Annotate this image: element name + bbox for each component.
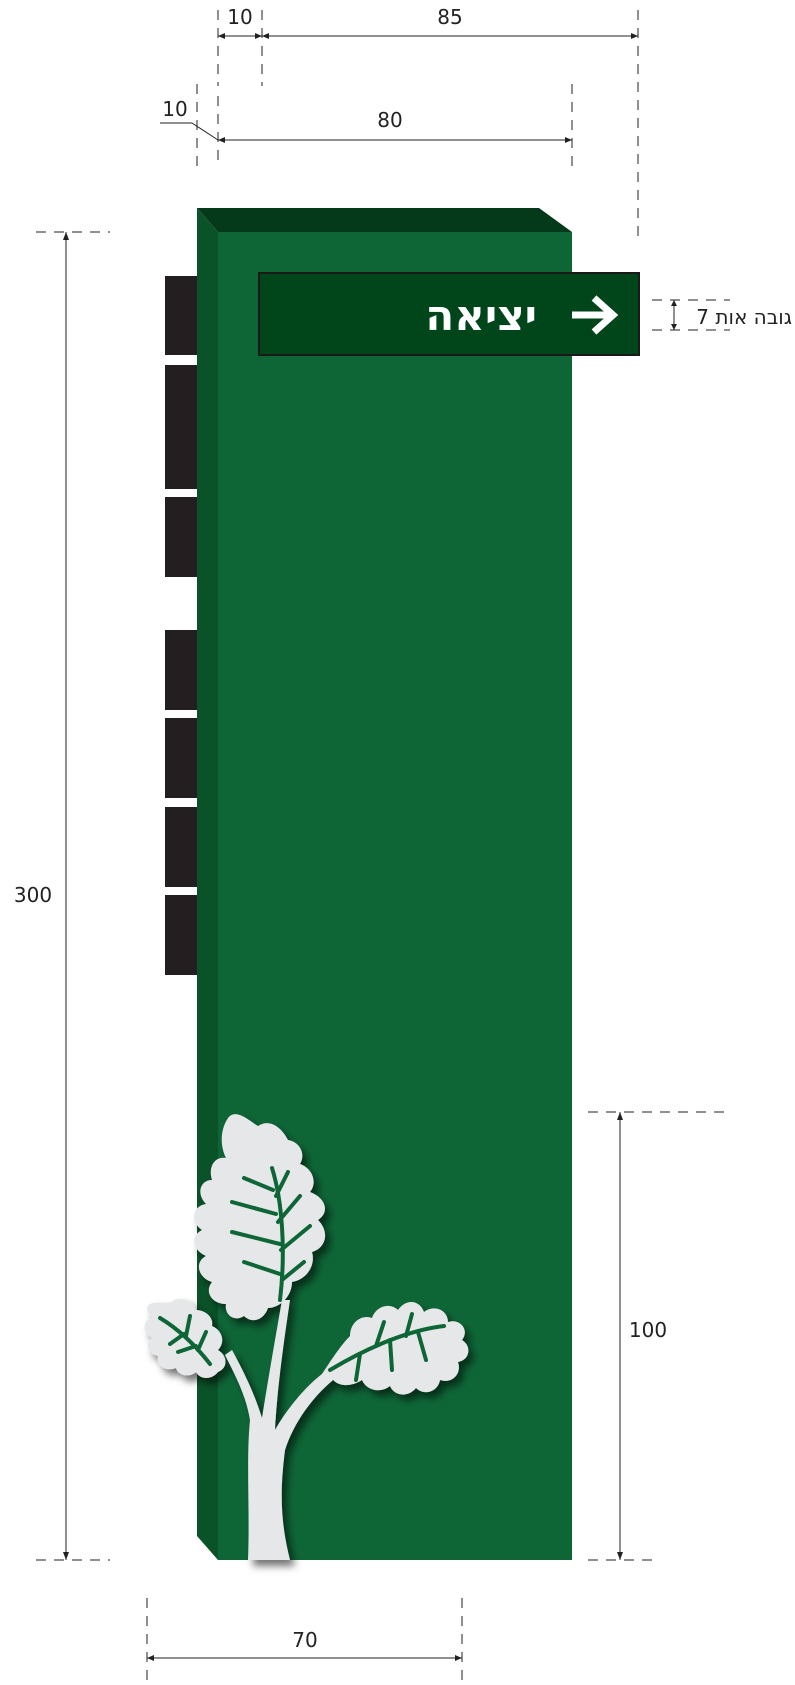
oak-leaf-veins	[158, 1166, 446, 1382]
dim-top-offset: 10	[217, 5, 263, 86]
side-block	[165, 276, 197, 355]
side-block	[165, 630, 197, 710]
pillar-top-face	[197, 208, 572, 232]
dim-base-height: 100	[588, 1111, 728, 1561]
side-block	[165, 365, 197, 489]
dim-letter-height: גובה אות 7	[652, 299, 792, 331]
arrow-right-icon	[572, 295, 619, 335]
exit-label: יציאה	[425, 291, 537, 340]
exit-panel: יציאה	[258, 272, 640, 356]
side-block	[165, 497, 197, 577]
side-block	[165, 807, 197, 887]
dim-total-height: 300	[14, 231, 110, 1561]
dim-inner-offset: 10	[160, 84, 219, 166]
dim-top-width-label: 85	[437, 5, 462, 29]
dim-base-width-label: 70	[292, 1628, 317, 1652]
dim-base-height-label: 100	[629, 1318, 667, 1342]
side-block	[165, 895, 197, 975]
side-blocks	[165, 276, 197, 975]
dim-top-offset-label: 10	[227, 5, 252, 29]
letter-height-label: גובה אות 7	[696, 305, 792, 329]
dim-total-height-label: 300	[14, 883, 52, 907]
dim-inner-offset-label: 10	[162, 97, 187, 121]
dim-inner-width-label: 80	[377, 108, 402, 132]
dim-top-width: 85	[262, 5, 639, 238]
dim-base-width: 70	[146, 1598, 463, 1685]
dim-inner-width: 80	[218, 84, 573, 166]
side-block	[165, 718, 197, 798]
